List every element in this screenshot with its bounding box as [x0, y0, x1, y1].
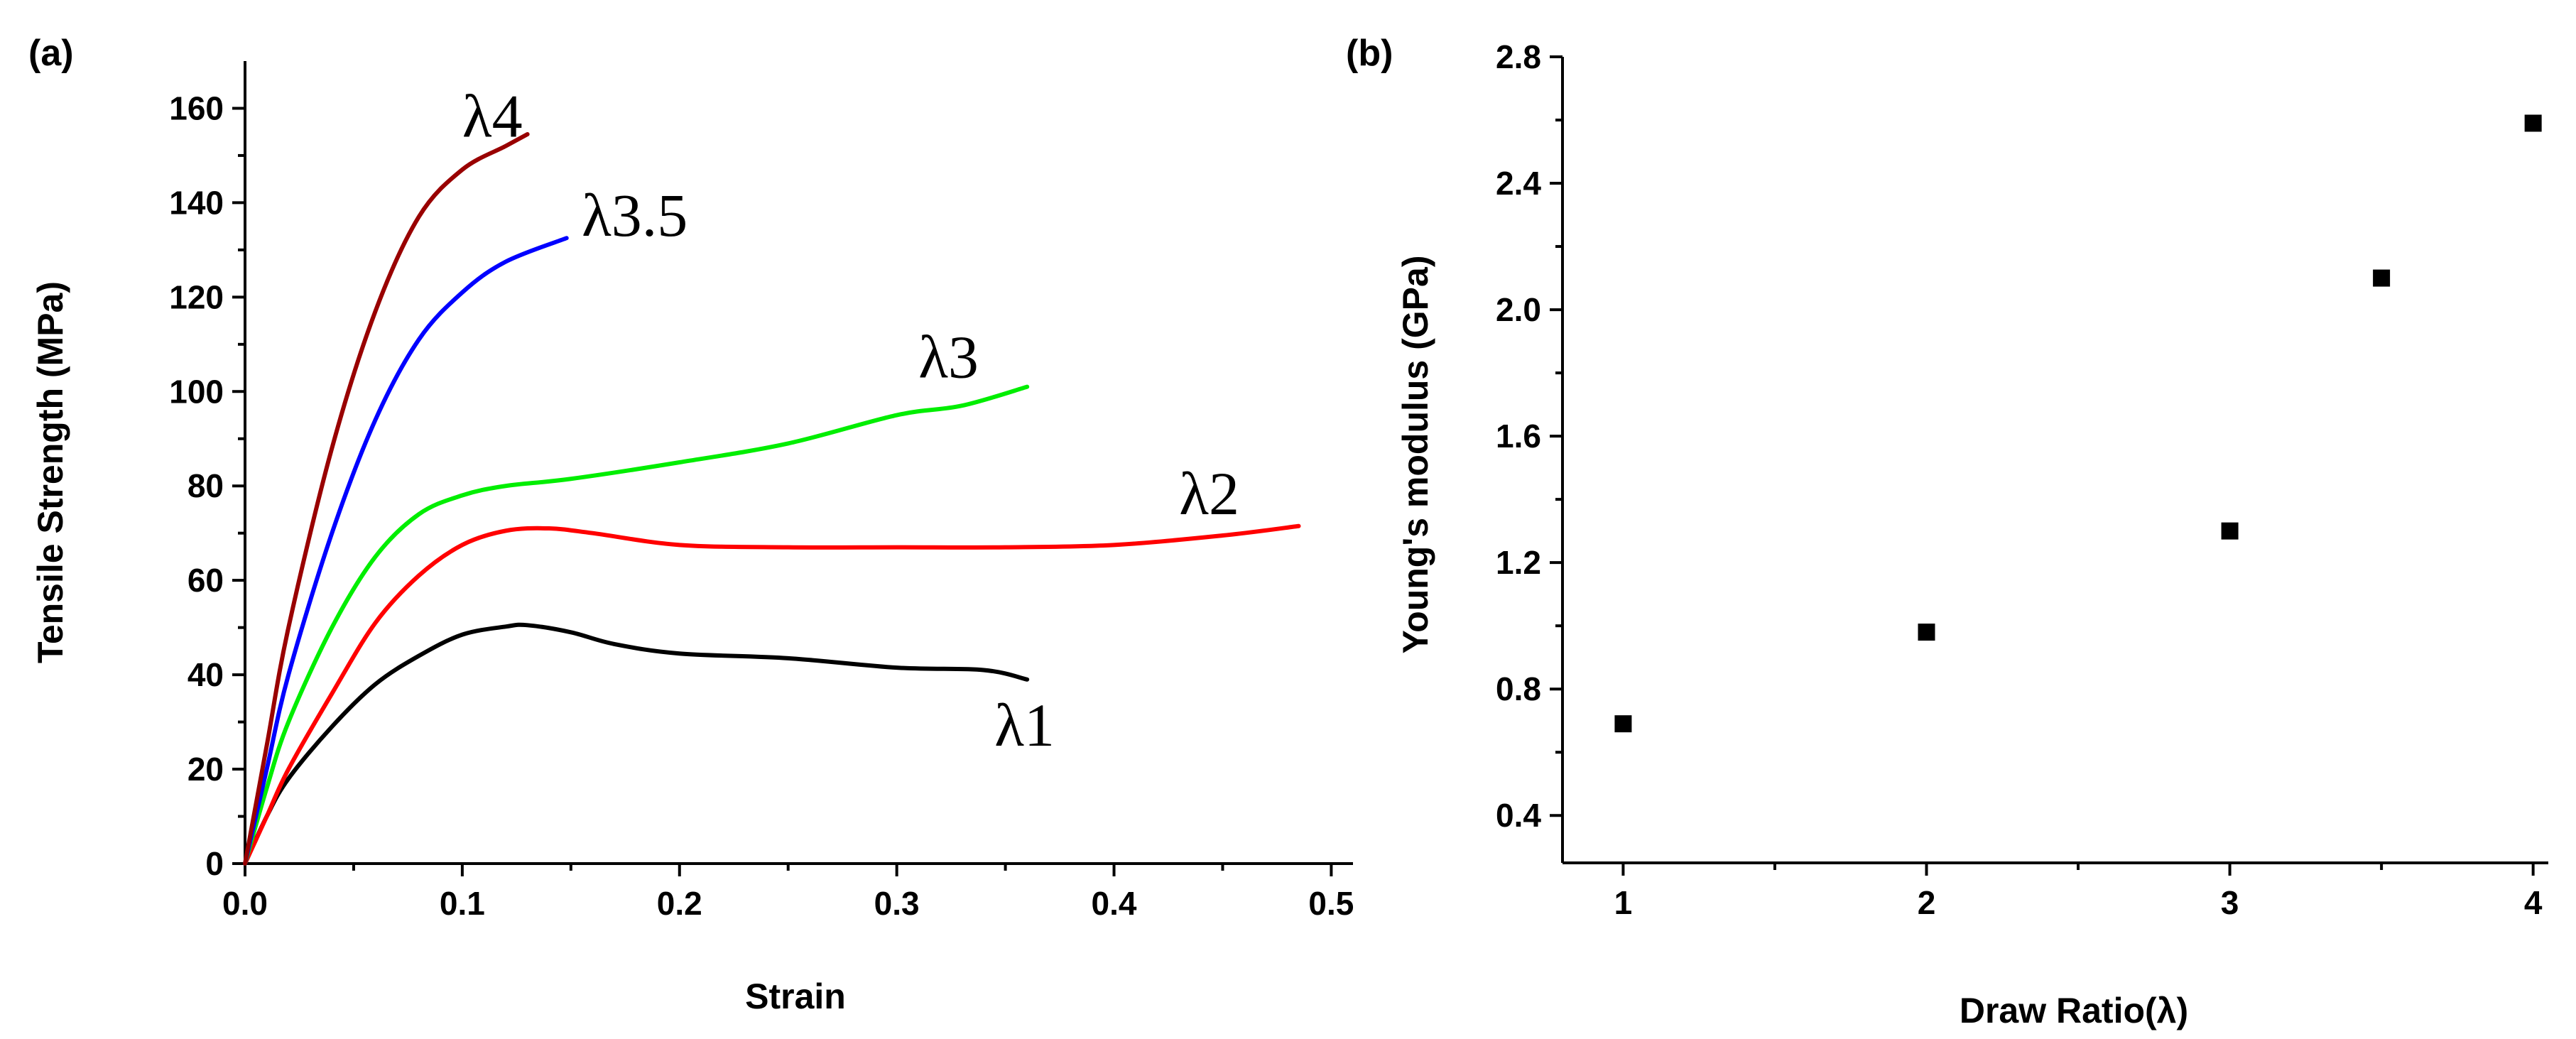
panel-b-y-tick-label: 1.6: [1496, 418, 1541, 455]
curve-λ4: [243, 132, 530, 866]
panel-a-y-tick-label: 40: [188, 656, 224, 693]
data-point-2: [1918, 624, 1935, 641]
panel-a-y-tick-label: 140: [169, 184, 224, 221]
panel-b-x-tick-label: 4: [2524, 884, 2543, 921]
panel-a-y-axis-title: Tensile Strength (MPa): [31, 281, 70, 663]
panel-b-y-tick-label: 0.8: [1496, 670, 1541, 707]
panel-a-y-tick-label: 100: [169, 373, 224, 410]
data-point-1: [1614, 715, 1632, 733]
panel-b-y-tick-label: 2.8: [1496, 38, 1541, 75]
data-point-3: [2221, 522, 2239, 540]
curve-label-λ3: λ3: [918, 322, 979, 391]
panel-a-x-tick-label: 0.0: [222, 885, 268, 922]
panel-a-y-tick-label: 80: [188, 467, 224, 504]
curve-label-λ2: λ2: [1179, 459, 1239, 528]
panel-a-y-tick-label: 120: [169, 278, 224, 315]
panel-a-y-tick-label: 20: [188, 751, 224, 788]
panel-b-y-axis-title: Young's modulus (GPa): [1396, 256, 1435, 654]
curve-λ3: [243, 384, 1030, 866]
panel-a-x-tick-label: 0.1: [440, 885, 485, 922]
curve-label-λ1: λ1: [994, 691, 1055, 759]
curve-label-λ4: λ4: [462, 82, 523, 150]
panel-b-x-axis-title: Draw Ratio(λ): [1960, 991, 2188, 1030]
panel-b-modulus-chart: (b) 1 2 3 4 0.4 0.8 1.2 1.6 2.0 2.4 2.8 Draw Ratio…: [1346, 33, 2548, 1030]
panel-b-points: [1614, 114, 2542, 733]
panel-a-x-axis-title: Strain: [745, 977, 846, 1016]
panel-a-label: (a): [28, 33, 74, 74]
panel-a-x-tick-label: 0.2: [657, 885, 702, 922]
panel-b-y-tick-label: 1.2: [1496, 544, 1541, 581]
panel-b-y-tick-label: 2.0: [1496, 291, 1541, 328]
curve-label-λ3.5: λ3.5: [582, 181, 688, 249]
curve-λ2: [243, 523, 1301, 866]
panel-a-x-tick-label: 0.3: [874, 885, 920, 922]
data-point-3.5: [2373, 269, 2391, 287]
curve-λ1: [243, 622, 1030, 866]
curve-λ3.5: [243, 236, 569, 866]
panel-a-x-tick-label: 0.5: [1308, 885, 1354, 922]
data-point-4: [2524, 114, 2542, 132]
panel-a-y-tick-label: 0: [205, 845, 224, 882]
panel-b-y-tick-label: 0.4: [1496, 797, 1541, 834]
panel-b-label: (b): [1346, 33, 1393, 74]
panel-b-x-tick-label: 1: [1614, 884, 1633, 921]
panel-b-axes: 1 2 3 4 0.4 0.8 1.2 1.6 2.0 2.4 2.8: [1496, 38, 2548, 921]
panel-a-axes: 0.0 0.1 0.2 0.3 0.4 0.5 0 20 40 60 80 100 120 140 160: [169, 61, 1354, 922]
panel-b-x-tick-label: 3: [2221, 884, 2239, 921]
panel-a-x-tick-label: 0.4: [1092, 885, 1137, 922]
panel-a-y-tick-label: 160: [169, 89, 224, 126]
panel-a-tensile-chart: (a) 0.0 0.1 0.2 0.3 0.4 0.5 0 20 40 60 80 100 120 140…: [28, 33, 1354, 1016]
panel-b-y-tick-label: 2.4: [1496, 165, 1541, 202]
panel-b-x-tick-label: 2: [1918, 884, 1936, 921]
panel-a-y-tick-label: 60: [188, 562, 224, 599]
panel-a-series: λ1 λ2 λ3 λ3.5 λ4: [243, 82, 1301, 866]
